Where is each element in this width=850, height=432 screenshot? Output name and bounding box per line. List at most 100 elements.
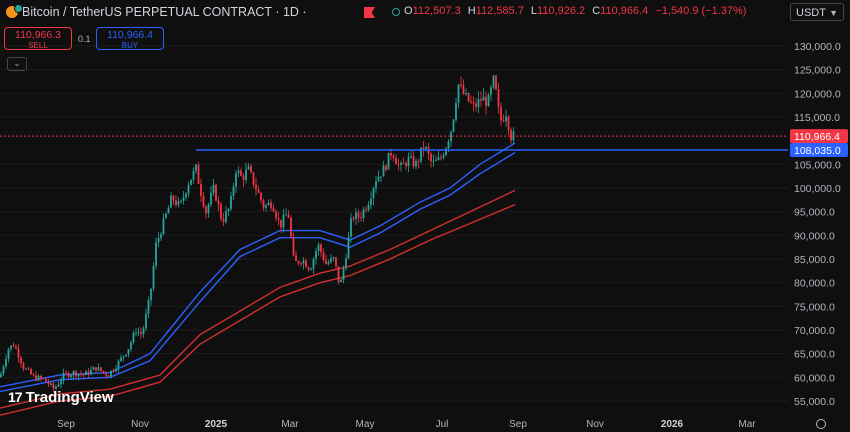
candle-body [157,237,160,243]
tradingview-logo-icon: 17 [8,389,23,405]
candle-body [172,195,175,201]
candle-body [197,164,200,184]
candle-body [277,218,280,220]
sell-label: SELL [28,41,48,50]
sell-button[interactable]: 110,966.3 SELL [4,27,72,50]
current-price-badge-bg [790,129,848,144]
candle-body [257,189,260,193]
candle-body [22,363,25,369]
candle-body [425,147,427,149]
time-tick-label: Jul [436,419,449,430]
candle-body [467,92,470,102]
candle-body [482,96,485,101]
candle-body [25,368,27,370]
buy-price: 110,966.4 [107,29,153,41]
level-price-badge: 108,035.0 [794,145,841,157]
candle-body [382,165,385,177]
candle-body [57,384,60,387]
candle-body [265,205,267,208]
candle-body [432,160,435,162]
gear-icon[interactable] [816,419,826,429]
candle-body [85,371,87,376]
candlestick-series [0,74,515,393]
candle-body [142,328,145,335]
candle-body [115,368,117,371]
symbol-title[interactable]: Bitcoin / TetherUS PERPETUAL CONTRACT · … [22,5,307,19]
chevron-down-icon: ⌄ [13,59,21,68]
candle-body [155,242,157,267]
candle-body [187,185,190,194]
candle-body [470,101,472,103]
candle-body [27,368,30,370]
candle-body [367,204,370,210]
candle-body [150,288,152,301]
price-tick-label: 55,000.0 [794,396,835,408]
candle-body [190,179,192,186]
time-tick-label: Mar [738,419,756,430]
candle-body [15,346,17,349]
market-status-icon [392,8,400,16]
candle-body [297,260,300,264]
candle-body [100,367,102,371]
candle-body [342,268,345,281]
flag-icon[interactable] [364,7,375,18]
candle-body [437,157,440,160]
candle-body [285,214,287,216]
candle-body [287,214,290,218]
candle-body [192,170,195,180]
current-price-badge: 110,966.4 [794,131,840,143]
candle-body [45,378,47,382]
buy-button[interactable]: 110,966.4 BUY [96,27,164,50]
candle-body [390,152,392,156]
candle-body [77,374,80,377]
candle-body [307,267,310,270]
candle-body [20,357,22,364]
candle-body [457,84,460,104]
candle-body [312,258,315,269]
candle-body [325,259,327,265]
ma-blue-lower [0,151,516,393]
candle-body [267,202,270,206]
candle-body [497,89,500,107]
currency-select[interactable]: USDT ▼ [790,3,844,21]
candle-body [290,217,292,237]
price-tick-label: 95,000.0 [794,207,835,219]
candle-body [180,200,182,202]
candle-body [210,192,212,205]
candle-body [202,195,205,207]
candle-body [185,193,187,198]
candle-body [302,260,305,264]
candle-body [140,331,142,335]
ohlc-close-label: C [592,5,601,17]
candle-body [240,170,242,176]
candle-body [402,163,405,165]
price-tick-label: 120,000.0 [794,88,841,100]
candle-body [222,219,225,222]
candle-body [262,200,265,208]
level-price-badge-bg [790,142,848,157]
candle-body [90,369,92,375]
candle-body [260,192,262,201]
candle-body [352,218,355,220]
candle-body [360,217,362,219]
candle-body [477,99,480,107]
candle-body [120,357,122,361]
candle-body [127,349,130,355]
time-tick-label: Mar [281,419,299,430]
candle-body [232,186,235,196]
candle-body [65,372,67,374]
collapse-legend-button[interactable]: ⌄ [7,57,27,71]
candle-body [405,163,407,167]
candle-body [225,211,227,222]
candle-body [365,209,367,211]
price-tick-label: 105,000.0 [794,159,841,171]
candle-body [500,106,502,121]
candle-body [0,373,2,378]
candle-body [70,375,72,377]
time-tick-label: 2025 [205,419,228,430]
candle-body [80,374,82,376]
ohlc-values: O112,507.3 H112,585.7 L110,926.2 C110,96… [404,5,750,17]
time-axis: Sep Nov 2025 Mar May Jul Sep Nov 2026 Mar [57,419,756,430]
candle-body [322,252,325,260]
